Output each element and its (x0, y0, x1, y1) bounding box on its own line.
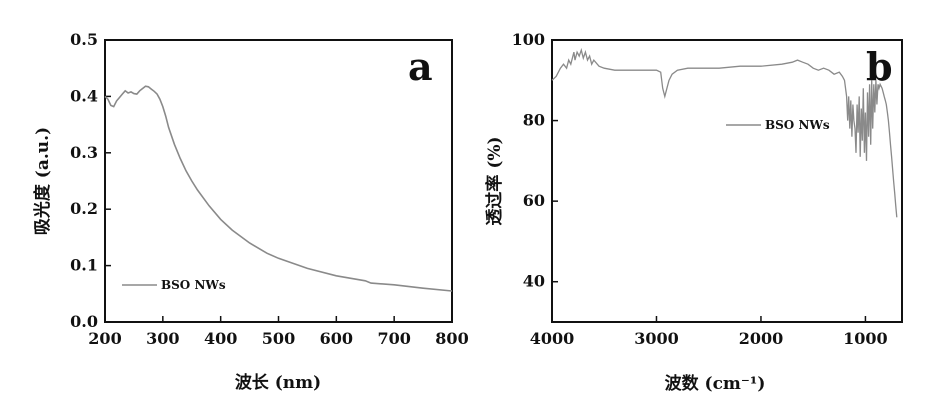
y-tick-label-b: 60 (523, 191, 545, 210)
x-tick-label-b: 3000 (634, 329, 679, 348)
legend-label-a: BSO NWs (161, 278, 226, 292)
y-axis-title-a: 吸光度 (a.u.) (32, 127, 53, 235)
plot-frame-a (105, 40, 452, 322)
y-tick-label-a: 0.5 (70, 30, 98, 49)
x-tick-label-b: 1000 (843, 329, 888, 348)
x-axis-title-b: 波数 (cm⁻¹) (665, 373, 766, 394)
series-line-a (105, 86, 452, 291)
y-tick-label-a: 0.4 (70, 86, 98, 105)
y-tick-label-a: 0.2 (70, 199, 98, 218)
y-tick-label-b: 40 (523, 272, 545, 291)
y-tick-label-b: 100 (512, 30, 545, 49)
x-tick-label-a: 200 (88, 329, 121, 348)
x-ticks-a: 200 300 400 500 600 700 800 (88, 316, 468, 348)
chart-panel-b: 40 60 80 100 4000 3000 2000 1000 b BSO NWs 波数 … (484, 30, 902, 394)
panel-letter-a: a (408, 44, 433, 89)
series-line-b (552, 50, 897, 217)
x-tick-label-a: 800 (435, 329, 468, 348)
x-tick-label-a: 300 (146, 329, 179, 348)
panel-letter-b: b (866, 44, 893, 89)
x-tick-label-a: 400 (204, 329, 237, 348)
x-tick-label-a: 700 (377, 329, 410, 348)
plot-frame-b (552, 40, 902, 322)
y-axis-title-b: 透过率 (%) (484, 136, 505, 225)
y-tick-label-a: 0.3 (70, 143, 98, 162)
x-axis-title-a: 波长 (nm) (235, 372, 321, 393)
x-ticks-b: 4000 3000 2000 1000 (530, 316, 888, 348)
legend-label-b: BSO NWs (765, 118, 830, 132)
y-tick-label-a: 0.1 (70, 256, 98, 275)
chart-panel-a: 0.00.10.20.30.40.5 200300400500600700800… (32, 30, 469, 393)
x-tick-label-a: 600 (320, 329, 353, 348)
y-tick-label-b: 80 (523, 111, 545, 130)
x-tick-label-b: 4000 (530, 329, 575, 348)
x-tick-label-a: 500 (262, 329, 295, 348)
x-tick-label-b: 2000 (739, 329, 784, 348)
